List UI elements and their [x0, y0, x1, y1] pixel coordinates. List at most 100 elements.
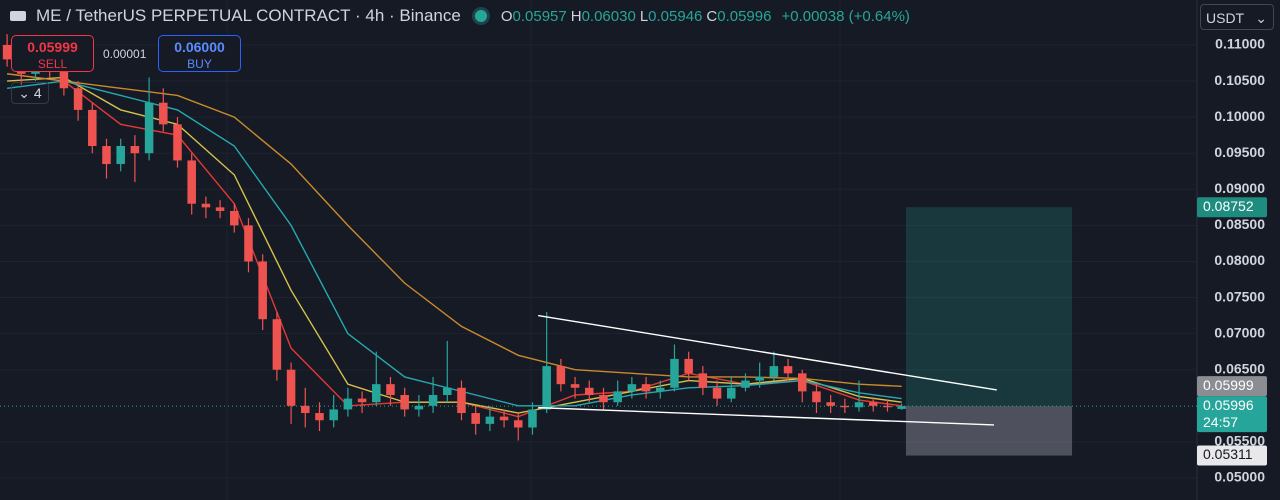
candle-body — [59, 66, 69, 89]
candle-body — [641, 384, 651, 392]
candle-body — [159, 102, 168, 125]
candle-body — [897, 406, 906, 409]
candle-body — [556, 366, 566, 385]
target-label-bg — [1197, 197, 1267, 218]
ohlc-value: 0.06030 — [581, 7, 636, 25]
candle-body — [102, 146, 111, 165]
candle-body — [798, 373, 807, 392]
moving-average — [7, 73, 902, 418]
ohlc-key: H — [570, 7, 582, 25]
header: ME / TetherUS PERPETUAL CONTRACT · 4h · … — [10, 6, 910, 26]
candle-body — [599, 394, 608, 403]
stop-label-bg — [1197, 445, 1267, 466]
spread: 0.00001 — [103, 47, 147, 61]
candle-body — [613, 391, 622, 403]
candle-body — [698, 373, 708, 388]
moving-average — [7, 80, 902, 407]
candle-body — [712, 387, 722, 399]
y-tick-label: 0.05500 — [1214, 433, 1265, 449]
sell-button[interactable]: 0.05999 SELL — [11, 35, 94, 72]
candle-body — [130, 146, 140, 154]
candle-body — [812, 391, 821, 403]
candle-body — [414, 405, 424, 410]
y-tick-label: 0.06500 — [1214, 360, 1265, 376]
candle-body — [769, 366, 779, 377]
ohlc-value: 0.05996 — [717, 7, 772, 25]
y-tick-label: 0.05000 — [1214, 469, 1265, 485]
candle-body — [116, 146, 125, 165]
candle-body — [357, 398, 367, 403]
symbol-logo — [10, 11, 26, 21]
sell-price-label-text: 0.05999 — [1203, 377, 1254, 393]
target-zone — [905, 207, 1073, 407]
candle-body — [627, 384, 637, 392]
candle-body — [315, 413, 324, 421]
buy-label: BUY — [187, 57, 212, 71]
candle-body — [670, 358, 679, 388]
trendline — [538, 314, 997, 391]
candle-body — [428, 394, 438, 406]
last-price-label-text: 0.05996 — [1203, 397, 1254, 413]
currency: USDT — [1206, 10, 1245, 26]
stop-zone — [905, 406, 1073, 456]
candle-body — [372, 384, 381, 403]
candle-body — [570, 384, 580, 388]
candle-body — [868, 402, 878, 406]
candle-body — [741, 380, 750, 388]
ohlc-item: H0.06030 — [571, 8, 636, 25]
trendline — [538, 406, 994, 426]
candle-body — [656, 387, 665, 392]
candle-body — [499, 416, 509, 421]
candle-body — [329, 409, 338, 421]
candle-body — [144, 102, 154, 154]
candle-body — [528, 409, 537, 428]
y-tick-label: 0.09500 — [1214, 144, 1265, 160]
buy-price: 0.06000 — [174, 39, 225, 55]
candle-body — [457, 387, 466, 414]
indicator-toggle[interactable]: ⌄ 4 — [11, 82, 49, 104]
y-tick-label: 0.11000 — [1215, 36, 1265, 52]
y-tick-label: 0.07500 — [1214, 288, 1265, 304]
candle-body — [755, 376, 764, 381]
ohlc-key: O — [500, 7, 513, 25]
candle-body — [258, 261, 267, 320]
candle-body — [443, 387, 452, 395]
sell-price: 0.05999 — [27, 39, 78, 55]
y-tick-label: 0.10000 — [1214, 108, 1265, 124]
moving-average — [7, 73, 902, 388]
sell-price-label: 0.05999 — [1197, 376, 1267, 397]
target-label-text: 0.08752 — [1203, 198, 1254, 214]
candle-body — [173, 124, 182, 161]
candle-body — [854, 402, 864, 408]
target-label: 0.08752 — [1197, 197, 1267, 218]
last-price-label-countdown: 24:57 — [1203, 414, 1238, 430]
candle-body — [883, 405, 892, 408]
candle-body — [514, 420, 523, 428]
symbol[interactable]: ME / TetherUS PERPETUAL CONTRACT · 4h · … — [36, 6, 461, 25]
sell-price-label-bg — [1197, 376, 1267, 397]
candle-body — [230, 210, 239, 226]
candle-body — [826, 402, 835, 406]
y-tick-label: 0.08500 — [1214, 216, 1265, 232]
change: +0.00038 (+0.64%) — [781, 7, 910, 25]
candle-body — [585, 387, 594, 395]
candle-body — [244, 225, 253, 262]
status-dot — [474, 10, 487, 22]
buy-button[interactable]: 0.06000 BUY — [158, 35, 241, 72]
currency-select[interactable]: USDT ⌄ — [1200, 4, 1274, 30]
ohlc-item: L0.05946 — [640, 8, 703, 25]
ohlc: O0.05957 H0.06030 L0.05946 C0.05996 — [501, 8, 776, 25]
candle-body — [187, 160, 196, 204]
candle-body — [542, 366, 551, 410]
candle-body — [386, 384, 395, 395]
ohlc-key: L — [639, 7, 649, 25]
y-tick-label: 0.09000 — [1214, 180, 1265, 196]
stop-label: 0.05311 — [1197, 445, 1267, 466]
y-tick-label: 0.08000 — [1214, 252, 1265, 268]
candle-body — [400, 394, 409, 410]
sell-label: SELL — [37, 57, 68, 71]
candle-body — [343, 398, 353, 410]
